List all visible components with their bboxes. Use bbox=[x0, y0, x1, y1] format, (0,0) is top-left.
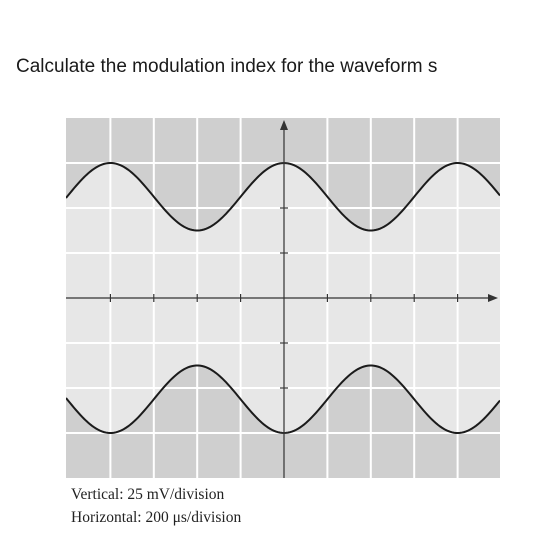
vertical-scale-label: Vertical: 25 mV/division bbox=[71, 486, 225, 503]
axis-ticks bbox=[109, 162, 459, 434]
question-text: Calculate the modulation index for the w… bbox=[16, 56, 438, 77]
vertical-axis-arrow bbox=[280, 120, 288, 130]
oscilloscope-screen bbox=[65, 118, 501, 478]
horizontal-axis-arrow bbox=[488, 294, 498, 302]
oscilloscope-display bbox=[65, 118, 501, 483]
horizontal-scale-label: Horizontal: 200 μs/division bbox=[71, 509, 242, 526]
